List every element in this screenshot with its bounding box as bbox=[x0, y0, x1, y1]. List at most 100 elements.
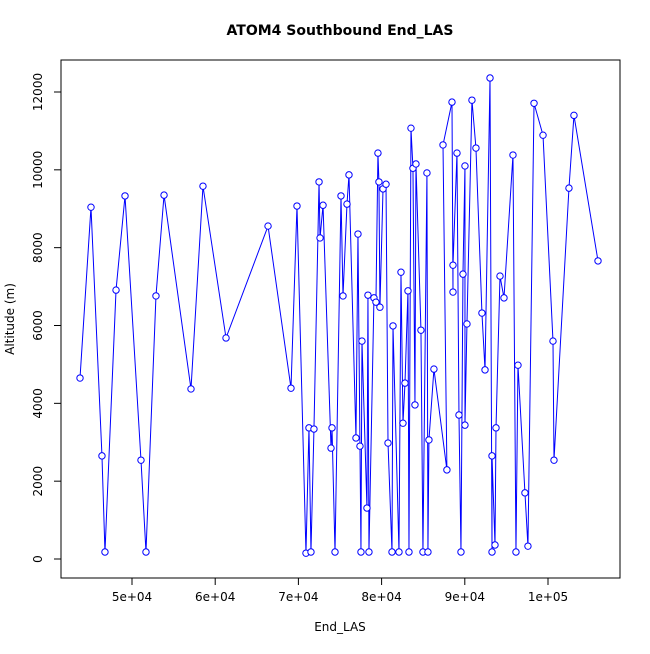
point bbox=[307, 548, 315, 556]
point bbox=[87, 203, 95, 211]
point bbox=[549, 337, 557, 345]
y-tick-label: 8000 bbox=[31, 232, 45, 263]
point bbox=[328, 424, 336, 432]
point bbox=[594, 257, 602, 265]
point bbox=[453, 149, 461, 157]
y-tick-label: 12000 bbox=[31, 73, 45, 111]
point bbox=[389, 322, 397, 330]
point bbox=[142, 548, 150, 556]
point bbox=[486, 74, 494, 82]
y-tick-label: 2000 bbox=[31, 466, 45, 497]
point bbox=[358, 337, 366, 345]
point bbox=[463, 320, 471, 328]
point bbox=[337, 192, 345, 200]
point bbox=[459, 270, 467, 278]
point bbox=[565, 184, 573, 192]
y-tick-label: 4000 bbox=[31, 388, 45, 419]
x-tick-label: 8e+04 bbox=[361, 590, 401, 604]
point bbox=[384, 439, 392, 447]
point bbox=[352, 434, 360, 442]
point bbox=[112, 286, 120, 294]
point bbox=[491, 541, 499, 549]
point bbox=[357, 548, 365, 556]
point bbox=[222, 334, 230, 342]
point bbox=[492, 424, 500, 432]
point bbox=[496, 272, 504, 280]
point bbox=[395, 548, 403, 556]
point bbox=[331, 548, 339, 556]
point bbox=[287, 384, 295, 392]
point bbox=[397, 268, 405, 276]
point bbox=[404, 287, 412, 295]
point bbox=[481, 366, 489, 374]
point bbox=[500, 294, 508, 302]
point bbox=[339, 292, 347, 300]
series-line bbox=[79, 77, 599, 554]
x-tick-label: 6e+04 bbox=[195, 590, 235, 604]
point bbox=[354, 230, 362, 238]
point bbox=[76, 374, 84, 382]
point bbox=[363, 504, 371, 512]
point bbox=[101, 548, 109, 556]
point bbox=[327, 444, 335, 452]
point bbox=[98, 452, 106, 460]
point bbox=[365, 548, 373, 556]
point bbox=[293, 202, 301, 210]
point bbox=[411, 401, 419, 409]
point bbox=[570, 111, 578, 120]
point bbox=[449, 288, 457, 296]
point bbox=[509, 151, 517, 159]
y-tick-label: 0 bbox=[31, 555, 45, 563]
point bbox=[364, 291, 372, 299]
point bbox=[423, 169, 431, 177]
x-axis-label: End_LAS bbox=[314, 620, 366, 634]
point bbox=[401, 379, 409, 387]
point bbox=[382, 180, 390, 188]
point bbox=[455, 411, 463, 419]
x-tick-label: 5e+04 bbox=[112, 590, 152, 604]
point bbox=[199, 182, 207, 190]
point bbox=[448, 98, 456, 106]
point bbox=[399, 419, 407, 427]
point bbox=[160, 191, 168, 199]
point bbox=[550, 456, 558, 464]
point bbox=[488, 548, 496, 556]
point bbox=[461, 162, 469, 170]
point bbox=[425, 436, 433, 444]
point bbox=[375, 178, 383, 186]
point bbox=[472, 144, 480, 152]
point bbox=[121, 192, 129, 200]
point bbox=[407, 124, 415, 132]
point bbox=[488, 452, 496, 460]
chart-title: ATOM4 Southbound End_LAS bbox=[227, 23, 454, 39]
y-tick-label: 10000 bbox=[31, 151, 45, 189]
x-tick-label: 7e+04 bbox=[278, 590, 318, 604]
point bbox=[439, 141, 447, 149]
point bbox=[521, 489, 529, 497]
point bbox=[443, 466, 451, 474]
point bbox=[310, 425, 318, 433]
point bbox=[524, 542, 532, 550]
point bbox=[468, 96, 476, 104]
point bbox=[319, 201, 327, 209]
point bbox=[374, 149, 382, 157]
point bbox=[424, 548, 432, 556]
point bbox=[356, 442, 364, 450]
point bbox=[152, 292, 160, 300]
x-tick-label: 1e+05 bbox=[528, 590, 568, 604]
point bbox=[461, 421, 469, 429]
point bbox=[345, 171, 353, 179]
point bbox=[514, 361, 522, 369]
point bbox=[388, 548, 396, 556]
point bbox=[512, 548, 520, 556]
point bbox=[430, 365, 438, 373]
point bbox=[376, 303, 384, 311]
y-tick-label: 6000 bbox=[31, 310, 45, 341]
point bbox=[530, 99, 538, 107]
point bbox=[539, 131, 547, 139]
point bbox=[264, 222, 272, 230]
point bbox=[343, 200, 351, 208]
point bbox=[187, 385, 195, 393]
